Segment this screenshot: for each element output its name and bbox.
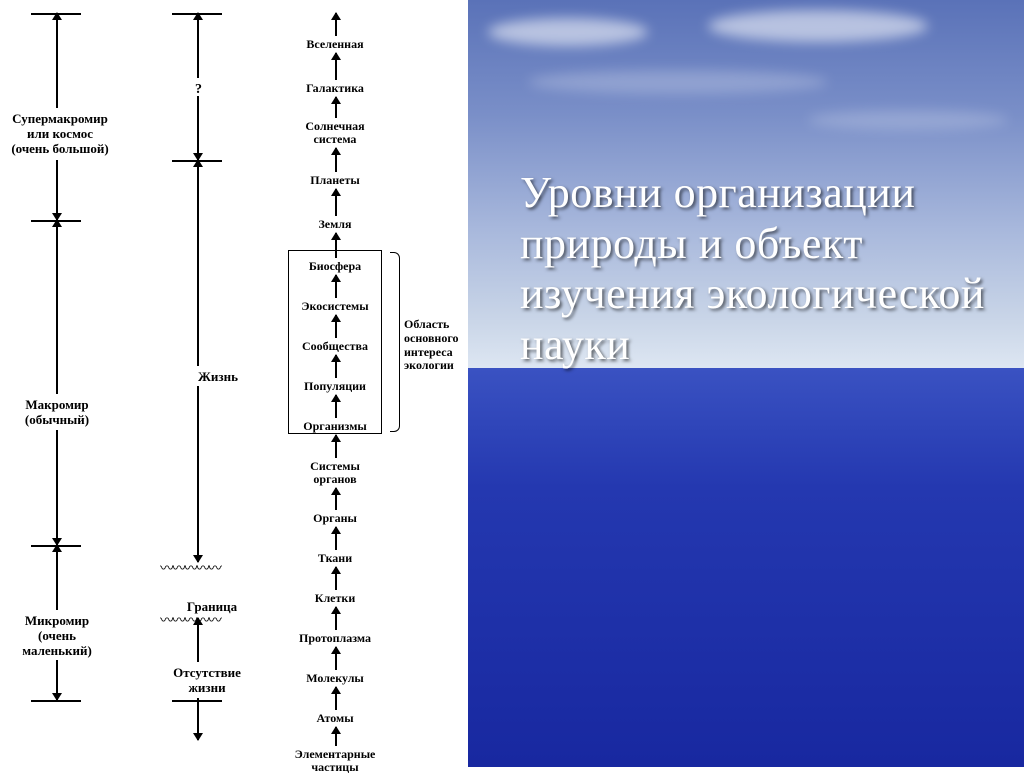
life-line — [197, 698, 199, 740]
level-tissues: Ткани — [280, 552, 390, 565]
level-elem: Элементарныечастицы — [280, 748, 390, 774]
life-line — [197, 13, 199, 78]
scale-label-supermacro: Супермакромирили космос(очень большой) — [5, 112, 115, 157]
life-line — [197, 96, 199, 160]
level-arrow — [335, 647, 337, 670]
level-proto: Протоплазма — [280, 632, 390, 645]
level-sysorg: Системыорганов — [280, 460, 390, 486]
scale-label-macro: Макромир(обычный) — [12, 398, 102, 428]
level-organs: Органы — [280, 512, 390, 525]
level-galaxy: Галактика — [280, 82, 390, 95]
question-mark: ? — [195, 82, 202, 98]
cloud-decor — [488, 18, 648, 46]
slide-title: Уровни организации природы и объект изуч… — [520, 168, 990, 370]
level-arrow — [335, 148, 337, 172]
life-label-life: Жизнь — [178, 370, 258, 385]
title-panel: Уровни организации природы и объект изуч… — [468, 0, 1024, 767]
level-arrow — [335, 488, 337, 510]
diagram-panel: Супермакромирили космос(очень большой) Ма… — [0, 0, 468, 767]
life-line — [197, 160, 199, 366]
level-solar: Солнечнаясистема — [280, 120, 390, 146]
life-label-nolife: Отсутствиежизни — [167, 666, 247, 696]
level-arrow — [335, 13, 337, 36]
scale-label-micro: Микромир(оченьмаленький) — [12, 614, 102, 659]
life-line — [197, 386, 199, 562]
level-cells: Клетки — [280, 592, 390, 605]
life-label-boundary: Граница — [172, 600, 252, 615]
level-mol: Молекулы — [280, 672, 390, 685]
cloud-decor — [808, 110, 1008, 130]
level-universe: Вселенная — [280, 38, 390, 51]
level-planets: Планеты — [280, 174, 390, 187]
sea-background — [468, 368, 1024, 767]
slide-title-block: Уровни организации природы и объект изуч… — [520, 168, 990, 370]
level-arrow — [335, 435, 337, 458]
level-arrow — [335, 97, 337, 118]
scale-line — [56, 13, 58, 108]
scale-line — [56, 430, 58, 545]
ecology-bracket — [390, 252, 400, 432]
scale-line — [56, 545, 58, 610]
level-arrow — [335, 527, 337, 550]
level-arrow — [335, 189, 337, 216]
ecology-bracket-label: Областьосновногоинтересаэкологии — [404, 318, 459, 373]
ecology-box — [288, 250, 382, 434]
scale-line — [56, 220, 58, 394]
level-arrow — [335, 687, 337, 710]
boundary-wave: 〰〰〰〰〰 — [160, 558, 238, 578]
cloud-decor — [528, 70, 828, 94]
level-earth: Земля — [280, 218, 390, 231]
scale-line — [56, 160, 58, 220]
scale-line — [56, 660, 58, 700]
level-arrow — [335, 53, 337, 80]
level-arrow — [335, 607, 337, 630]
level-atoms: Атомы — [280, 712, 390, 725]
level-arrow — [335, 567, 337, 590]
level-arrow — [335, 727, 337, 746]
cloud-decor — [708, 10, 928, 42]
